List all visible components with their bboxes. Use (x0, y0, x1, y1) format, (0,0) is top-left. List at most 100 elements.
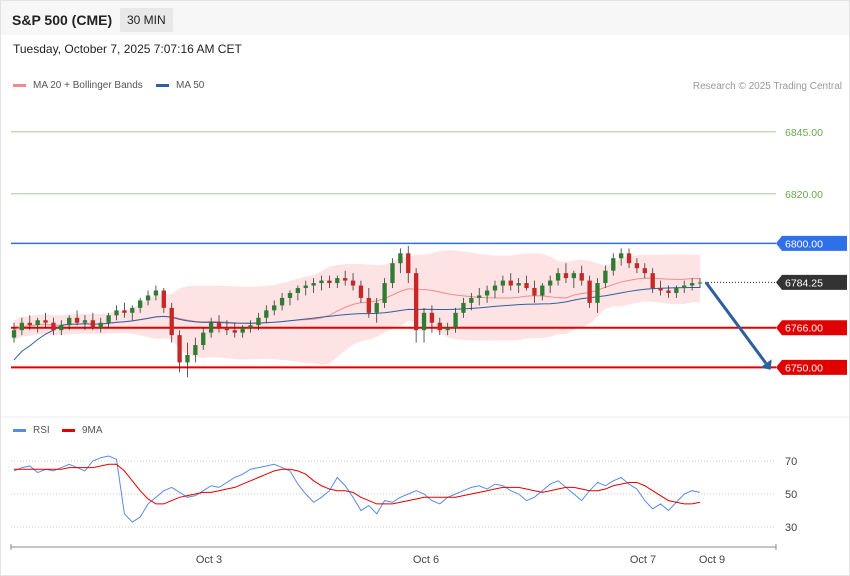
candle-body (98, 322, 103, 328)
candle-body (477, 295, 482, 298)
candle-body (658, 288, 663, 291)
candle-body (618, 253, 624, 259)
candle-body (697, 282, 703, 284)
candle-body (224, 327, 230, 331)
timestamp: Tuesday, October 7, 2025 7:07:16 AM CET (13, 42, 242, 56)
candle-body (626, 253, 632, 264)
candle-body (343, 278, 348, 281)
legend-9ma: 9MA (62, 425, 103, 436)
candle-body (390, 263, 395, 284)
level-tag-resistance (776, 235, 847, 251)
candle-body (366, 297, 371, 313)
level-label: 6800.00 (785, 238, 823, 250)
rsi-legend-label: RSI (33, 425, 50, 436)
candle-body (67, 317, 72, 326)
rsi-tick-label: 30 (785, 522, 797, 534)
candle-body (492, 285, 498, 291)
forecast-arrow-shaft (704, 281, 768, 365)
candle-body (666, 290, 671, 293)
candle-body (374, 302, 379, 313)
candle-body (303, 285, 308, 289)
candle-body (185, 354, 190, 363)
candle-body (508, 280, 513, 286)
candle-body (287, 292, 293, 298)
candle-body (90, 320, 96, 328)
ma50-swatch (156, 84, 169, 87)
level-label: 6820.00 (785, 189, 823, 201)
candle-body (689, 283, 695, 286)
candle-body (137, 300, 143, 308)
candle-body (516, 283, 521, 286)
header-bar: S&P 500 (CME) 30 MIN (1, 1, 849, 35)
x-tick-label: Oct 9 (699, 554, 725, 566)
ma50-legend-label: MA 50 (176, 80, 205, 91)
x-tick-label: Oct 7 (630, 554, 656, 566)
ma20-legend-label: MA 20 + Bollinger Bands (33, 80, 143, 91)
candle-body (43, 320, 48, 323)
rsi-tick-label: 70 (785, 456, 797, 468)
ma9-line (14, 463, 701, 505)
instrument-title: S&P 500 (CME) (12, 12, 113, 28)
rsi-swatch (13, 429, 26, 432)
candle-body (35, 320, 40, 326)
candle-body (453, 312, 458, 328)
candle-body (634, 263, 640, 269)
candle-body (193, 345, 198, 355)
ma9-legend-label: 9MA (82, 425, 103, 436)
candle-body (169, 307, 174, 336)
candle-body (130, 307, 135, 313)
x-tick-label: Oct 6 (413, 554, 439, 566)
candle-body (145, 295, 151, 301)
level-tag-support (776, 320, 847, 336)
candle-body (532, 288, 537, 296)
candle-body (682, 285, 687, 289)
candle-body (335, 278, 340, 284)
candle-body (82, 320, 88, 323)
x-tick-label: Oct 3 (196, 554, 222, 566)
legend-ma50: MA 50 (156, 80, 204, 91)
candle-body (122, 310, 127, 313)
candle-body (216, 322, 222, 328)
candle-body (524, 283, 529, 289)
candle-body (611, 258, 616, 271)
candle-body (19, 322, 25, 331)
candle-body (540, 285, 545, 296)
candle-body (153, 290, 159, 296)
candle-body (350, 280, 356, 286)
candle-body (240, 327, 245, 333)
candle-body (295, 288, 301, 293)
ma50-line (13, 286, 701, 361)
candle-body (319, 280, 324, 284)
candle-body (256, 317, 261, 326)
candle-body (51, 322, 56, 331)
level-label: 6784.25 (785, 277, 823, 289)
level-label: 6750.00 (785, 362, 823, 374)
rsi-line (13, 455, 701, 523)
legend-rsi: RSI (13, 425, 50, 436)
candle-body (327, 280, 332, 284)
candle-body (555, 273, 561, 281)
candle-body (595, 283, 600, 303)
level-label: 6845.00 (785, 127, 823, 139)
candle-body (74, 317, 80, 323)
timeframe-button[interactable]: 30 MIN (120, 8, 173, 32)
candle-body (114, 310, 119, 316)
candle-body (161, 290, 166, 308)
level-label: 6766.00 (785, 323, 823, 335)
candle-body (358, 285, 364, 298)
candle-body (382, 283, 387, 303)
candle-body (264, 310, 269, 318)
candle-body (279, 297, 285, 306)
candle-body (484, 290, 490, 296)
candle-body (413, 273, 419, 331)
candle-body (59, 325, 64, 331)
candle-body (461, 302, 466, 313)
rsi-tick-label: 50 (785, 489, 797, 501)
candle-body (437, 322, 442, 331)
legend-ma20: MA 20 + Bollinger Bands (13, 80, 143, 91)
candle-body (548, 280, 553, 286)
candle-body (579, 273, 584, 281)
candle-body (563, 273, 569, 279)
candle-body (11, 330, 17, 338)
